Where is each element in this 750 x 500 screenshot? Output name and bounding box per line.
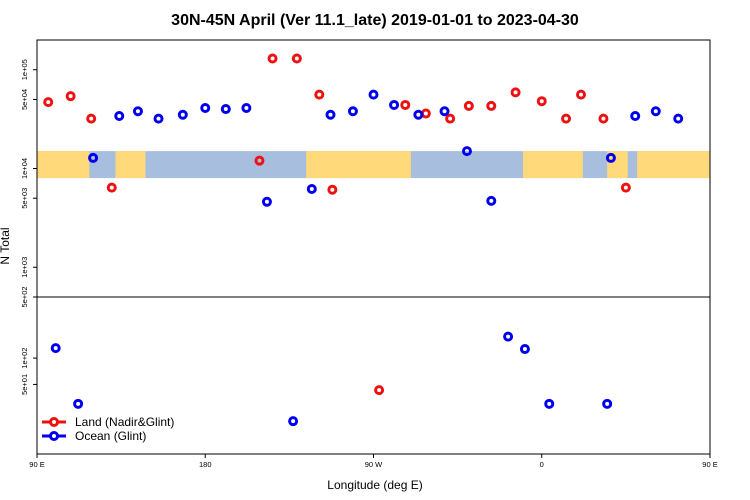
map-land-2 — [306, 151, 411, 179]
ocean-point — [413, 109, 424, 120]
land-point — [420, 108, 431, 119]
legend-label-land: Land (Nadir&Glint) — [75, 415, 174, 429]
land-point — [620, 182, 631, 193]
x-tick-label: 180 — [199, 460, 212, 469]
ocean-point — [602, 398, 613, 409]
land-point — [254, 155, 265, 166]
ocean-point — [461, 146, 472, 157]
map-land-5 — [637, 151, 710, 179]
y-axis-label: N Total — [0, 227, 12, 264]
land-point — [314, 89, 325, 100]
x-tick-label: 0 — [540, 460, 544, 469]
ocean-point — [368, 89, 379, 100]
land-point — [536, 96, 547, 107]
land-point — [374, 385, 385, 396]
y-tick-label: 1e+05 — [20, 59, 29, 80]
legend-item-ocean: Ocean (Glint) — [42, 429, 146, 443]
land-point — [463, 100, 474, 111]
ocean-point — [73, 398, 84, 409]
legend: Land (Nadir&Glint) Ocean (Glint) — [42, 415, 174, 443]
ocean-point — [241, 102, 252, 113]
ocean-point — [630, 111, 641, 122]
ocean-point — [673, 113, 684, 124]
ocean-point — [389, 99, 400, 110]
legend-marker-ocean — [49, 431, 59, 441]
map-land-3 — [523, 151, 583, 179]
legend-label-ocean: Ocean (Glint) — [75, 429, 146, 443]
land-point — [327, 184, 338, 195]
ocean-point — [519, 344, 530, 355]
land-point — [106, 182, 117, 193]
land-point — [510, 87, 521, 98]
land-point — [561, 113, 572, 124]
ocean-point — [114, 111, 125, 122]
ocean-point — [261, 196, 272, 207]
ocean-point — [132, 106, 143, 117]
ocean-point — [439, 106, 450, 117]
ocean-point — [650, 106, 661, 117]
y-axis: 1e+05 5e+04 1e+04 5e+03 1e+03 5e+02 1e+02 5e+01 — [20, 59, 37, 395]
land-point — [267, 53, 278, 64]
land-point — [43, 97, 54, 108]
legend-marker-land — [49, 417, 59, 427]
ocean-point — [288, 416, 299, 427]
ocean-point — [200, 102, 211, 113]
y-tick-label: 1e+04 — [20, 158, 29, 179]
ocean-point — [88, 152, 99, 163]
y-tick-label: 5e+03 — [20, 188, 29, 209]
ocean-point — [544, 398, 555, 409]
x-tick-label: 90 E — [29, 460, 44, 469]
ocean-point — [50, 343, 61, 354]
land-point — [576, 89, 587, 100]
ocean-point — [220, 104, 231, 115]
ocean-point — [486, 195, 497, 206]
x-tick-label: 90 W — [365, 460, 383, 469]
ocean-point — [177, 109, 188, 120]
ocean-point — [153, 113, 164, 124]
legend-item-land: Land (Nadir&Glint) — [42, 415, 174, 429]
land-point — [65, 91, 76, 102]
land-point — [86, 113, 97, 124]
ocean-point — [503, 331, 514, 342]
ocean-point — [347, 106, 358, 117]
y-tick-label: 1e+03 — [20, 257, 29, 278]
y-tick-label: 5e+01 — [20, 374, 29, 395]
plot-frame — [36, 39, 711, 455]
ocean-point — [325, 109, 336, 120]
x-axis: 90 E 180 90 W 0 90 E — [29, 454, 718, 469]
y-tick-label: 5e+04 — [20, 89, 29, 110]
land-point — [400, 99, 411, 110]
data-points — [43, 53, 684, 427]
land-point — [598, 113, 609, 124]
y-tick-label: 1e+02 — [20, 348, 29, 369]
x-axis-label: Longitude (deg E) — [327, 478, 422, 492]
ocean-point — [605, 152, 616, 163]
map-land-1 — [115, 151, 146, 179]
ocean-point — [306, 184, 317, 195]
map-land-0 — [37, 151, 90, 179]
land-point — [486, 100, 497, 111]
world-map-band — [37, 151, 710, 179]
chart-title: 30N-45N April (Ver 11.1_late) 2019-01-01… — [171, 12, 579, 29]
y-tick-label: 5e+02 — [20, 286, 29, 307]
land-point — [291, 53, 302, 64]
x-tick-label: 90 E — [702, 460, 717, 469]
map-land-4 — [607, 151, 628, 179]
land-point — [445, 113, 456, 124]
